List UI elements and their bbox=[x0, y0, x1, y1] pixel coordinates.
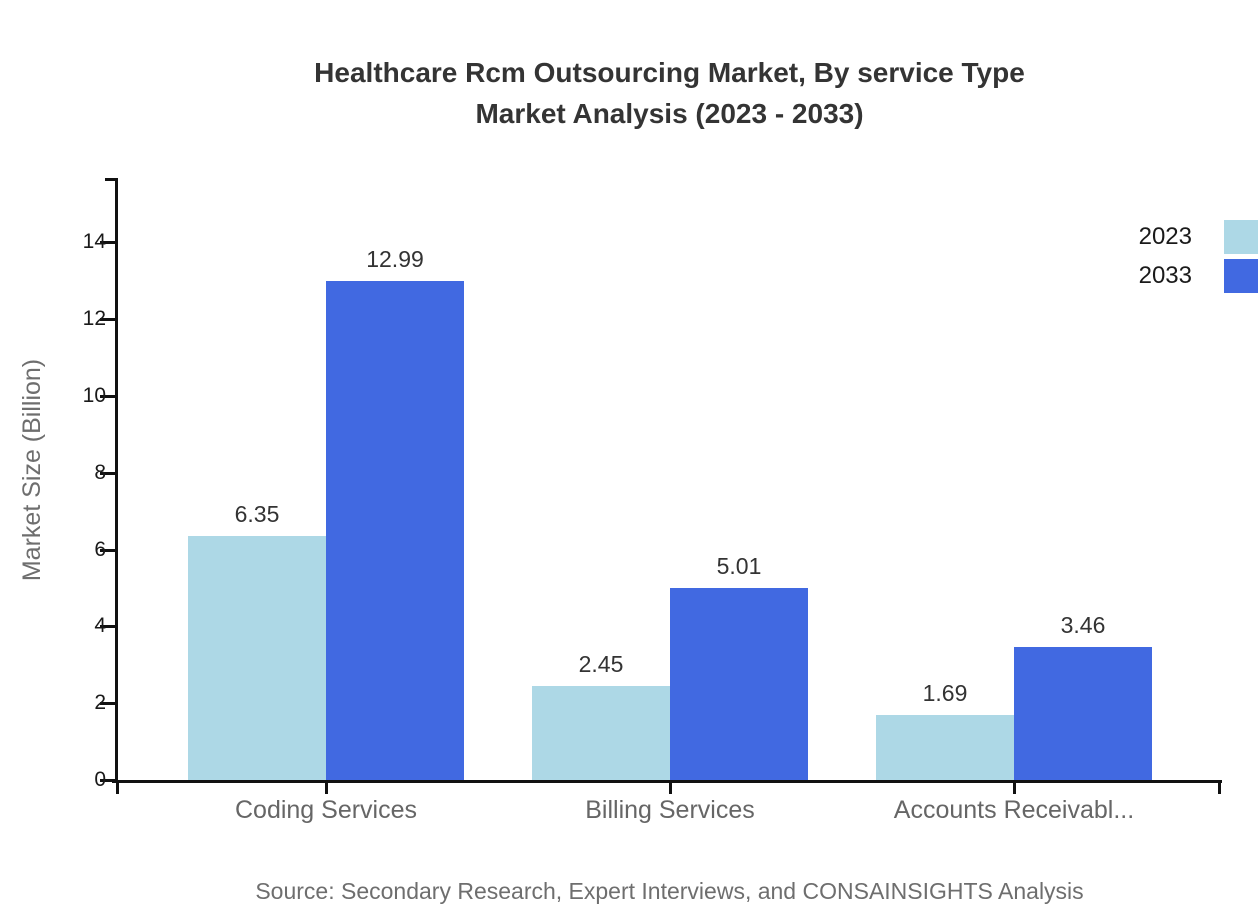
y-tick bbox=[100, 548, 115, 552]
bar-value-label: 5.01 bbox=[716, 552, 762, 579]
chart-title-line1: Healthcare Rcm Outsourcing Market, By se… bbox=[314, 57, 1025, 88]
y-tick-label: 10 bbox=[82, 384, 106, 407]
y-tick-label: 8 bbox=[94, 460, 106, 484]
x-category-label: Billing Services bbox=[585, 796, 755, 824]
x-axis-line bbox=[112, 780, 1222, 783]
y-tick bbox=[100, 779, 115, 782]
y-tick-label: 0 bbox=[94, 768, 106, 791]
legend-label-2023: 2023 bbox=[1138, 223, 1192, 250]
legend-swatch-2033 bbox=[1224, 259, 1258, 293]
source-note: Source: Secondary Research, Expert Inter… bbox=[255, 878, 1084, 904]
bar-value-label: 3.46 bbox=[1060, 612, 1106, 639]
bar-value-label: 2.45 bbox=[578, 650, 624, 677]
y-tick bbox=[100, 625, 115, 629]
bar-2023-3 bbox=[876, 715, 1014, 780]
y-tick bbox=[100, 318, 115, 322]
x-category-label: Coding Services bbox=[234, 796, 418, 824]
y-tick-label: 14 bbox=[82, 230, 106, 254]
bar-2033-3 bbox=[1014, 647, 1152, 780]
bar-2033-2 bbox=[670, 587, 808, 780]
y-tick-label: 4 bbox=[94, 614, 106, 638]
bar-2023-1 bbox=[188, 536, 326, 780]
x-tick bbox=[669, 780, 672, 794]
y-tick-label: 6 bbox=[94, 537, 106, 561]
bar-2023-2 bbox=[532, 685, 670, 780]
y-tick bbox=[100, 702, 115, 706]
legend-swatch-2023 bbox=[1224, 220, 1258, 254]
y-tick bbox=[100, 471, 115, 475]
chart-title-line2: Market Analysis (2023 - 2033) bbox=[475, 98, 864, 129]
y-tick-label: 2 bbox=[94, 691, 106, 715]
bar-value-label: 6.35 bbox=[234, 501, 280, 528]
bar-2033-1 bbox=[326, 281, 464, 780]
y-tick bbox=[100, 395, 115, 398]
x-category-label: Accounts Receivabl... bbox=[893, 796, 1135, 824]
legend-label-2033: 2033 bbox=[1138, 262, 1192, 289]
bar-value-label: 12.99 bbox=[366, 246, 424, 273]
y-tick-label: 12 bbox=[82, 307, 106, 331]
x-tick bbox=[116, 780, 119, 794]
y-axis-line bbox=[115, 178, 118, 783]
chart-title: Healthcare Rcm Outsourcing Market, By se… bbox=[118, 52, 1221, 134]
y-tick bbox=[100, 241, 115, 245]
bar-value-label: 1.69 bbox=[922, 680, 968, 707]
x-tick bbox=[1218, 780, 1221, 794]
x-tick bbox=[1013, 780, 1016, 794]
y-axis-end-tick bbox=[105, 178, 118, 181]
x-tick bbox=[325, 780, 328, 794]
